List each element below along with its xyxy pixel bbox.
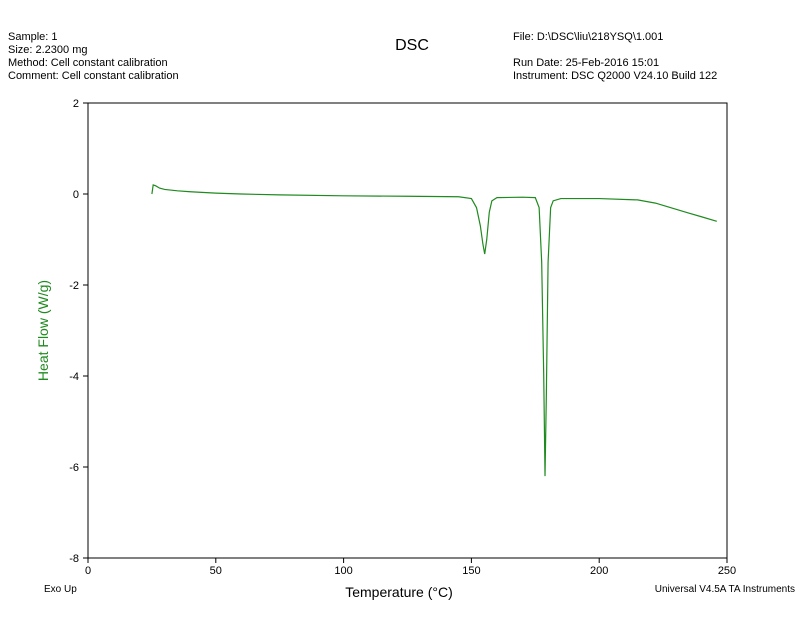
header-right: Run Date: 25-Feb-2016 15:01 <box>513 57 659 69</box>
y-tick-label: 2 <box>73 98 79 110</box>
header-right: File: D:\DSC\liu\218YSQ\1.001 <box>513 31 663 43</box>
header-left: Method: Cell constant calibration <box>8 57 168 69</box>
x-tick-label: 150 <box>462 565 480 577</box>
data-line <box>151 184 717 477</box>
header-left: Size: 2.2300 mg <box>8 44 88 56</box>
y-tick-label: -4 <box>69 371 79 383</box>
header-left: Sample: 1 <box>8 31 58 43</box>
x-tick-label: 200 <box>590 565 608 577</box>
y-tick-label: -6 <box>69 462 79 474</box>
x-axis-label: Temperature (°C) <box>345 584 453 600</box>
plot-frame <box>87 102 728 559</box>
x-tick-label: 100 <box>334 565 352 577</box>
chart-title: DSC <box>395 37 429 54</box>
y-tick-label: 0 <box>73 189 79 201</box>
header-left: Comment: Cell constant calibration <box>8 70 179 82</box>
x-tick-label: 0 <box>85 565 91 577</box>
footer-right: Universal V4.5A TA Instruments <box>655 584 795 595</box>
y-tick-label: -8 <box>69 553 79 565</box>
x-tick-label: 50 <box>210 565 222 577</box>
y-axis-label: Heat Flow (W/g) <box>35 280 51 381</box>
y-tick-label: -2 <box>69 280 79 292</box>
x-tick-label: 250 <box>718 565 736 577</box>
footer-left: Exo Up <box>44 584 77 595</box>
header-right: Instrument: DSC Q2000 V24.10 Build 122 <box>513 70 717 82</box>
